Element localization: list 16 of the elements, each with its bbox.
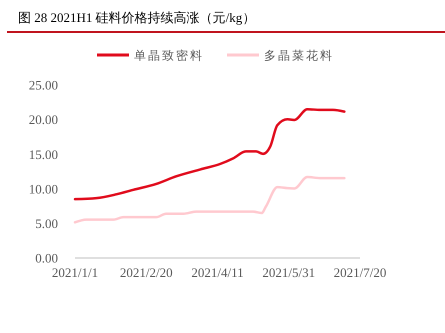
y-tick-label: 20.00 [28,112,58,128]
x-tick-label: 2021/2/20 [120,265,173,280]
y-tick-label: 10.00 [28,181,58,196]
x-tick-label: 2021/7/20 [334,265,386,280]
y-tick-label: 15.00 [28,146,58,162]
y-tick-label: 0.00 [35,250,58,266]
y-tick-label: 5.00 [35,216,58,231]
x-tick-label: 2021/5/31 [262,265,316,280]
legend-label: 单晶致密料 [134,48,204,62]
legend-label: 多晶菜花料 [264,48,334,62]
chart-title: 图 28 2021H1 硅料价格持续高涨（元/kg） [18,10,256,25]
line-series [74,108,346,200]
line-series [74,176,346,224]
x-tick-label: 2021/1/1 [52,265,98,280]
y-tick-label: 25.00 [28,78,58,93]
x-tick-label: 2021/4/11 [191,265,244,280]
